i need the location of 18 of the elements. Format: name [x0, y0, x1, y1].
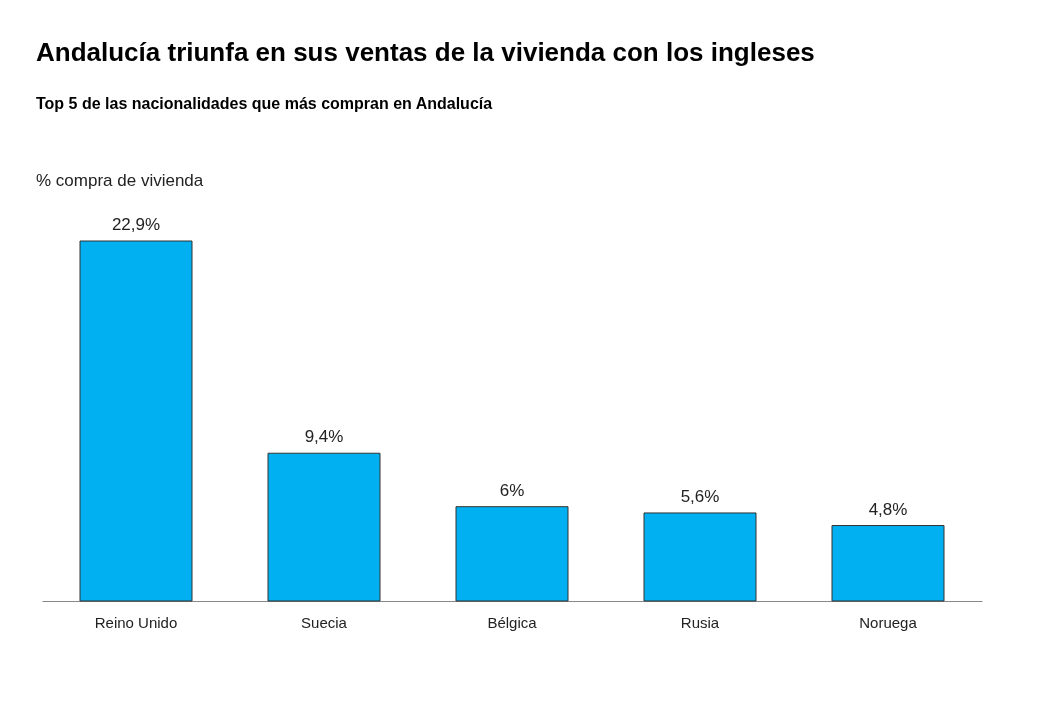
- x-tick-label: Suecia: [301, 613, 348, 631]
- bar: [831, 525, 945, 602]
- x-tick-label: Rusia: [680, 613, 720, 631]
- bar: [267, 452, 381, 602]
- x-tick-label: Reino Unido: [94, 613, 178, 631]
- chart-subtitle: Top 5 de las nacionalidades que más compran en Andalucía: [36, 95, 493, 112]
- bar: [643, 512, 757, 602]
- data-label: 9,4%: [304, 427, 344, 447]
- data-label: 22,9%: [111, 215, 161, 234]
- data-label: 4,8%: [868, 499, 908, 519]
- y-axis-title: % compra de vivienda: [36, 171, 204, 190]
- bar: [455, 506, 569, 602]
- x-tick-label: Bélgica: [487, 613, 538, 631]
- chart-title: Andalucía triunfa en sus ventas de la vivienda con los ingleses: [36, 37, 815, 67]
- x-tick-label: Noruega: [859, 613, 918, 631]
- data-label: 5,6%: [680, 486, 720, 506]
- data-label: 6%: [499, 480, 525, 500]
- bar: [79, 240, 193, 602]
